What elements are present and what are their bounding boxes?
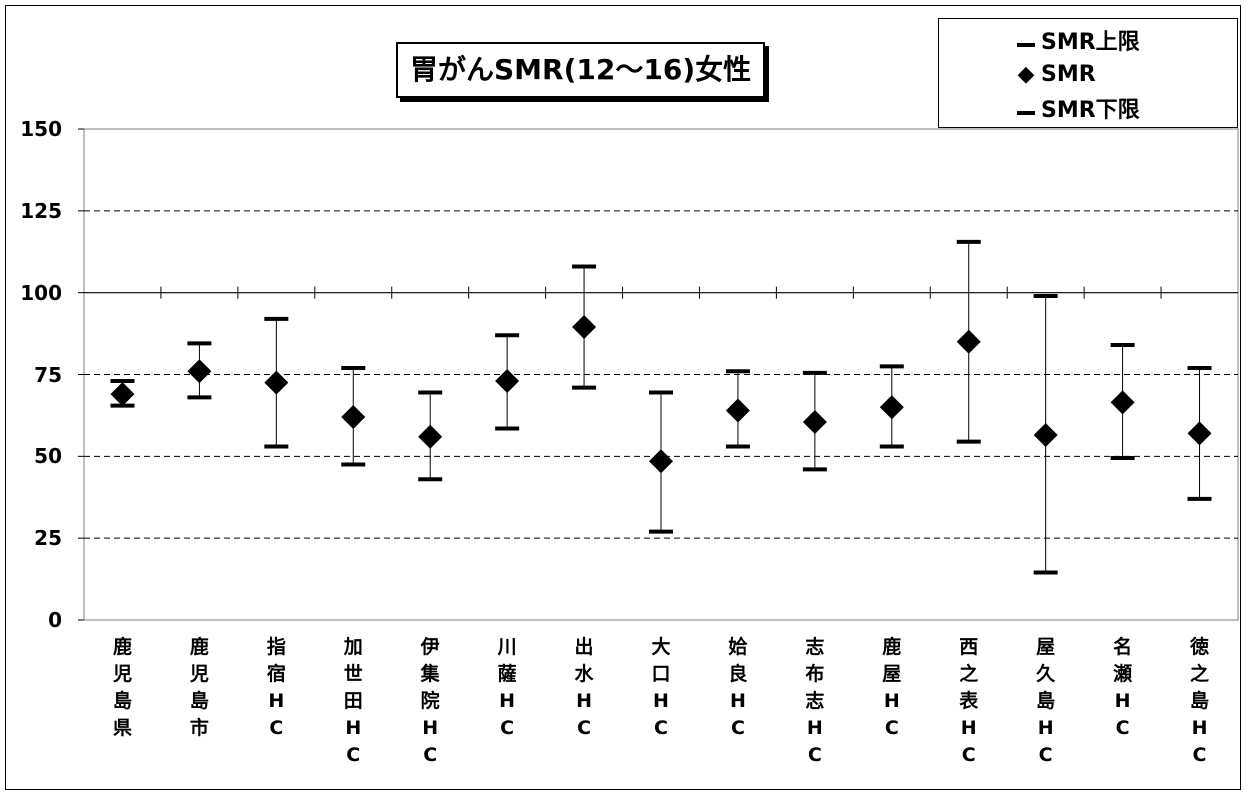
legend-lower-label: SMR下限 <box>1041 98 1140 123</box>
x-tick-label: 屋 久 島 H C <box>1036 636 1056 766</box>
error-bars <box>110 239 1212 575</box>
legend-upper-marker-icon <box>1015 28 1037 53</box>
smr-point <box>187 359 212 384</box>
smr-point <box>1033 423 1058 448</box>
smr-point <box>649 449 673 474</box>
legend-upper-label: SMR上限 <box>1041 30 1140 55</box>
x-tick-label: 鹿 屋 H C <box>882 636 902 739</box>
smr-point <box>264 370 289 395</box>
y-tick-label: 100 <box>20 280 62 305</box>
x-tick-label: 徳 之 島 H C <box>1190 636 1210 766</box>
chart-frame <box>5 5 1241 790</box>
x-tick-label: 加 世 田 H C <box>343 636 363 766</box>
smr-point <box>725 398 750 423</box>
chart-title: 胃がんSMR(12～16)女性 <box>396 42 766 98</box>
legend-smr-label: SMR <box>1041 61 1096 87</box>
smr-point <box>495 369 520 394</box>
x-tick-label: 指 宿 H C <box>266 636 286 739</box>
legend-entry-upper: SMR上限 <box>1015 25 1140 55</box>
smr-point <box>802 409 827 434</box>
smr-point <box>879 395 904 420</box>
grid-lines <box>78 128 1238 621</box>
y-tick-label: 150 <box>20 117 62 141</box>
x-tick-label: 川 薩 H C <box>497 636 517 739</box>
legend-diamond-marker-icon: ◆ <box>1017 61 1035 87</box>
smr-point <box>341 405 366 430</box>
x-tick-label: 鹿 児 島 市 <box>189 636 209 739</box>
legend-entry-lower: SMR下限 <box>1015 93 1140 123</box>
y-tick-label: 25 <box>34 526 62 551</box>
x-tick-label: 志 布 志 H C <box>805 636 825 766</box>
smr-point <box>1187 421 1212 446</box>
x-tick-label: 伊 集 院 H C <box>420 636 440 766</box>
x-tick-label: 姶 良 H C <box>728 636 748 739</box>
smr-point <box>1110 390 1135 415</box>
smr-point <box>572 315 597 340</box>
smr-point <box>110 382 135 407</box>
x-tick-label: 西 之 表 H C <box>959 636 979 766</box>
smr-points <box>110 315 1212 474</box>
legend-lower-marker-icon <box>1015 96 1037 121</box>
smr-point <box>956 329 981 354</box>
x-tick-label: 名 瀬 H C <box>1113 636 1133 739</box>
y-tick-label: 0 <box>48 608 62 632</box>
x-tick-label: 大 口 H C <box>651 636 671 739</box>
x-tick-label: 出 水 H C <box>574 636 594 739</box>
y-tick-label: 75 <box>34 362 62 387</box>
smr-point <box>418 424 443 449</box>
x-tick-label: 鹿 児 島 県 <box>112 636 132 739</box>
y-tick-label: 125 <box>20 198 62 223</box>
legend: SMR上限 ◆ SMR SMR下限 <box>938 18 1238 128</box>
y-tick-label: 50 <box>34 444 62 469</box>
legend-entry-smr: ◆ SMR <box>1015 59 1096 89</box>
